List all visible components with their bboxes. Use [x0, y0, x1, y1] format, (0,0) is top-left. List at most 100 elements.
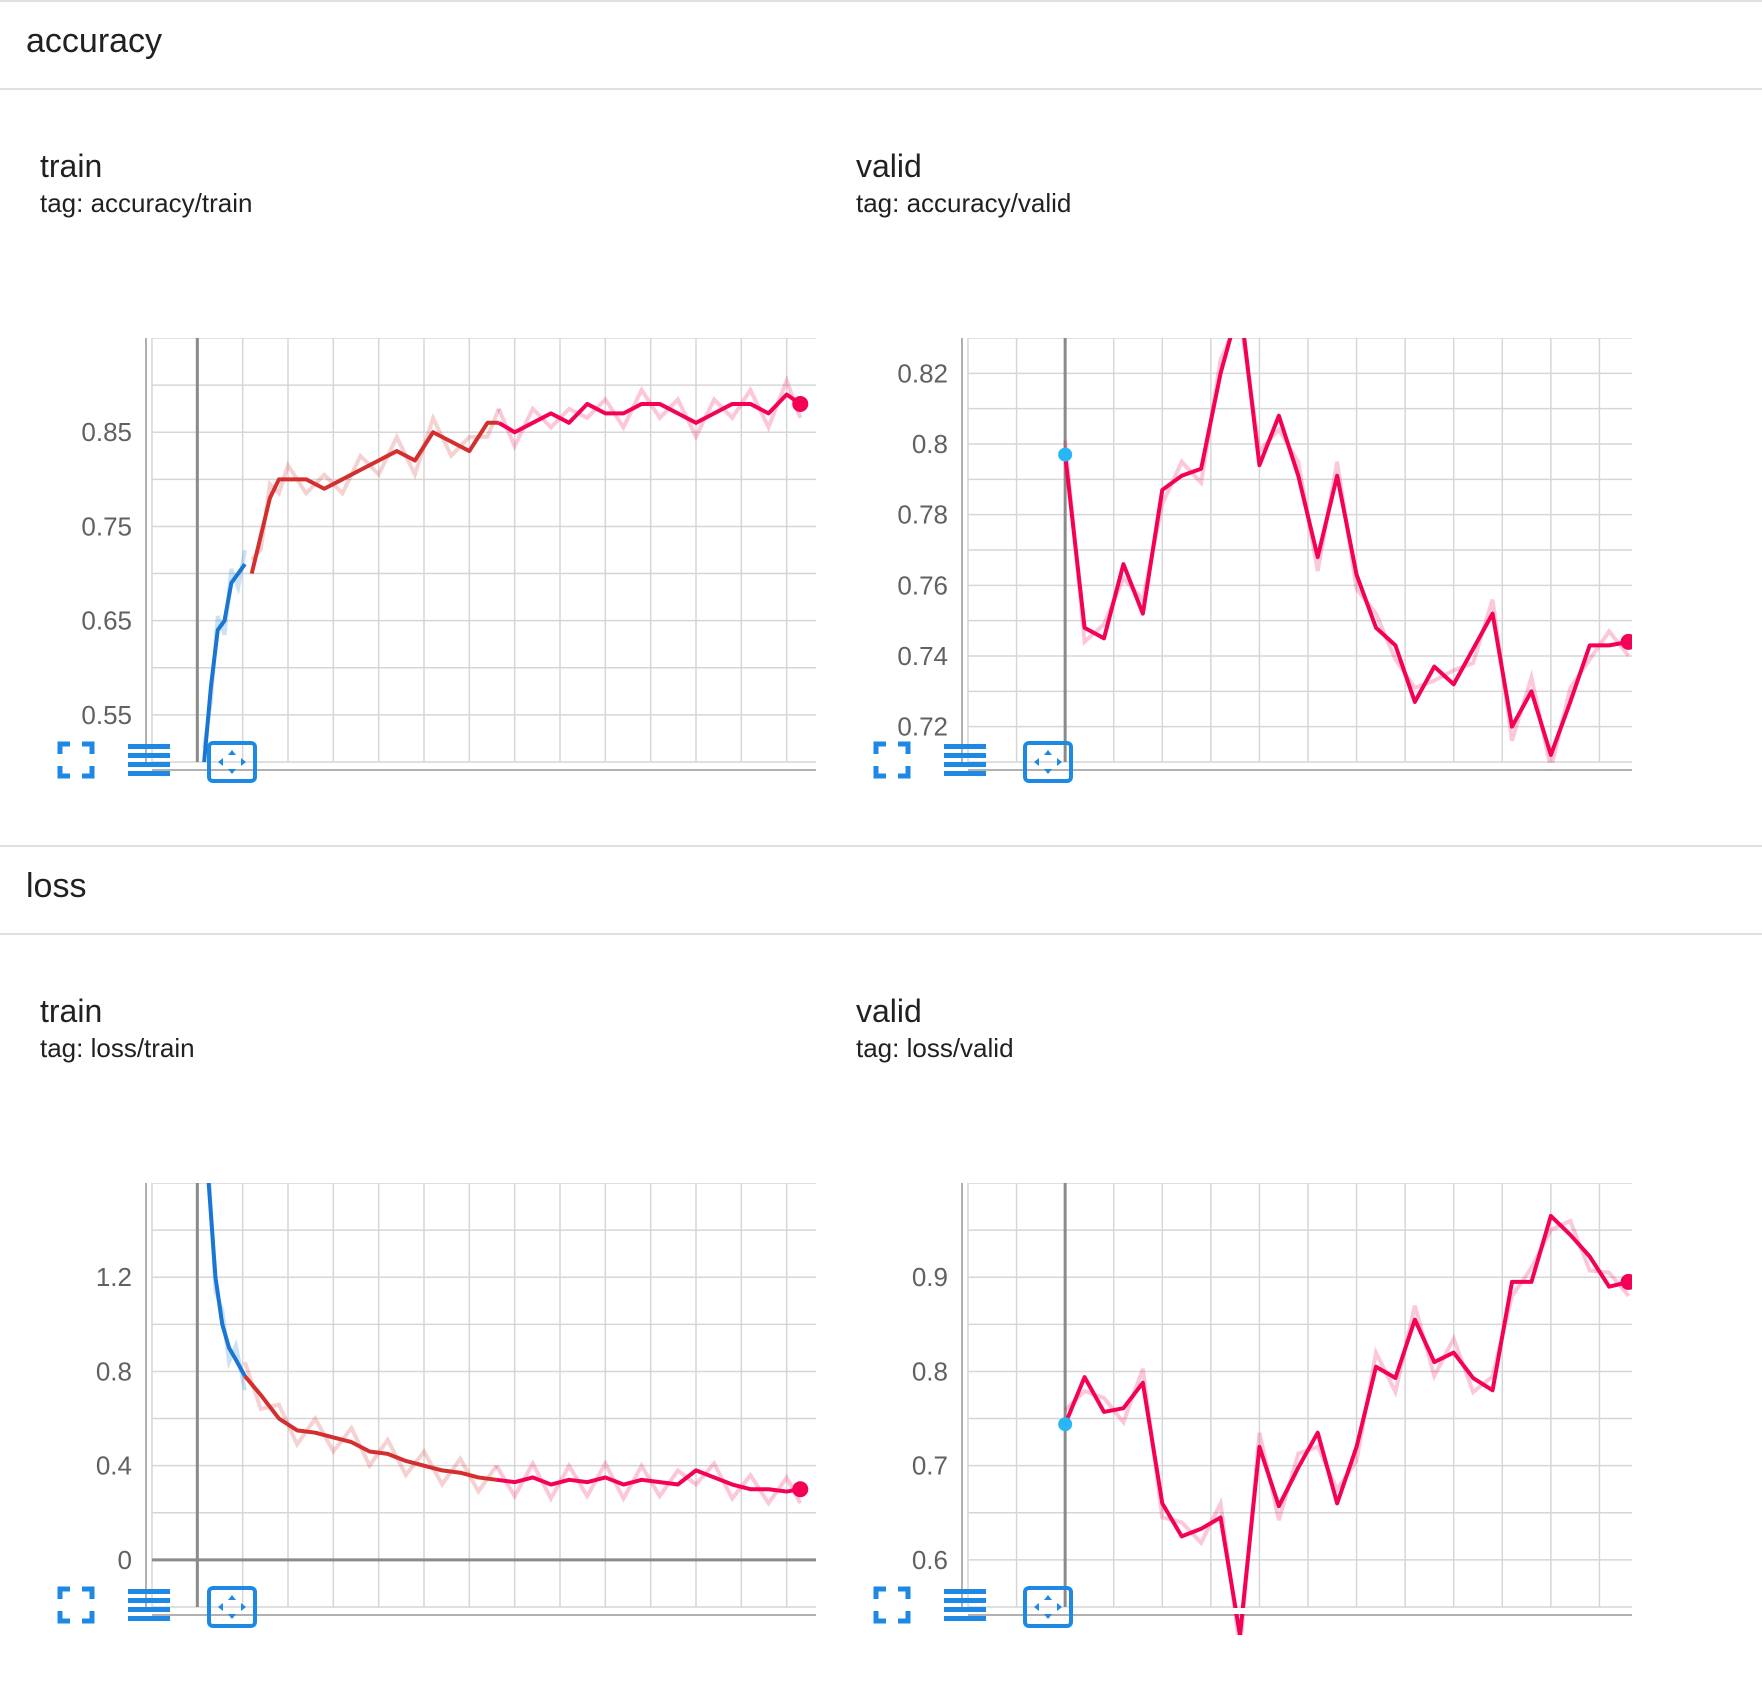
y-tick-label: 0.4 [96, 1451, 132, 1481]
x-tick-label: 25 [1536, 1631, 1565, 1635]
data-table-icon [942, 1585, 998, 1625]
plot-bottom-mask [816, 1608, 1632, 1614]
fullscreen-icon [872, 740, 928, 780]
y-tick-label: 0.9 [912, 1262, 948, 1292]
plot-top-mask [816, 1075, 1632, 1183]
y-tick-label: 0.7 [912, 1451, 948, 1481]
x-tick-label: 0 [1058, 1631, 1072, 1635]
x-tick-label: 40 [274, 786, 303, 790]
fit-domain-button[interactable] [206, 1585, 262, 1635]
y-tick-label: 0.65 [81, 606, 132, 636]
series-raw-line [202, 549, 247, 749]
grid [967, 1182, 1632, 1608]
loss-section: loss train tag: loss/train 0 40 80 120 160 20… [0, 845, 1762, 1694]
x-tick-label: 20 [1439, 1631, 1468, 1635]
y-tick-label: 1.2 [96, 1262, 132, 1292]
x-tick-label: 0 [190, 1631, 204, 1635]
x-tick-label: 240 [720, 1631, 763, 1635]
chart-card-accuracy-train: train tag: accuracy/train 0 40 80 120 160 200… [0, 100, 816, 800]
x-tick-label: 200 [629, 1631, 672, 1635]
chart-plot[interactable]: 0 40 80 120 160 200 240 0 0.4 0.8 1.2 [0, 1075, 816, 1635]
x-tick-label: 80 [364, 1631, 393, 1635]
x-tick-label: 20 [1439, 786, 1468, 790]
fit-domain-icon [1022, 1585, 1078, 1629]
fit-domain-button[interactable] [1022, 740, 1078, 790]
plot-top-mask [0, 230, 816, 338]
chart-plot[interactable]: 0 40 80 120 160 200 240 0.55 0.65 0.75 0.85 [0, 230, 816, 790]
chart-card-loss-valid: valid tag: loss/valid 0 5 10 15 20 25 0.6 0.7 0.… [816, 945, 1632, 1645]
section-title: accuracy [26, 22, 163, 60]
section-header[interactable]: loss [0, 845, 1762, 935]
fullscreen-icon [872, 1585, 928, 1625]
chart-title: valid [856, 148, 922, 184]
section-title: loss [26, 867, 87, 905]
y-tick-label: 0.8 [96, 1356, 132, 1386]
accuracy-section: accuracy train tag: accuracy/train 0 40 80… [0, 0, 1762, 845]
chart-tag: tag: accuracy/train [40, 188, 253, 218]
fullscreen-button[interactable] [56, 1585, 112, 1635]
y-tick-label: 0.74 [897, 641, 948, 671]
series-line [496, 1468, 801, 1494]
chart-plot[interactable]: 0 5 10 15 20 25 0.6 0.7 0.8 0.9 [816, 1075, 1632, 1635]
data-table-button[interactable] [126, 1585, 182, 1635]
x-tick-label: 40 [274, 1631, 303, 1635]
fit-domain-icon [206, 740, 262, 784]
y-tick-label: 0.85 [81, 417, 132, 447]
fullscreen-button[interactable] [872, 740, 928, 790]
chart-card-loss-train: train tag: loss/train 040801201602002400… [0, 945, 816, 1645]
x-tick-label: 5 [1155, 1631, 1169, 1635]
x-tick-label: 160 [538, 786, 581, 790]
series-end-marker [1620, 1273, 1632, 1290]
series-line [206, 1182, 247, 1378]
fit-domain-icon [1022, 740, 1078, 784]
x-tick-label: 120 [448, 786, 491, 790]
series-line [497, 392, 802, 435]
data-table-button[interactable] [942, 1585, 998, 1635]
x-tick-label: 5 [1155, 786, 1169, 790]
y-tick-label: 0.76 [897, 570, 948, 600]
chart-title: train [40, 148, 103, 184]
x-tick-label: 0 [190, 786, 204, 790]
grid [151, 1182, 816, 1608]
fit-domain-icon [206, 1585, 262, 1629]
plot-bottom-mask [816, 763, 1632, 769]
x-tick-label: 10 [1245, 786, 1274, 790]
plot-top-mask [816, 230, 1632, 338]
chart-title: valid [856, 993, 922, 1029]
data-table-icon [126, 740, 182, 780]
x-tick-label: 240 [720, 786, 763, 790]
plot-bottom-mask [0, 763, 816, 769]
series-raw-line [250, 408, 501, 561]
fullscreen-button[interactable] [56, 740, 112, 790]
y-tick-label: 0.8 [912, 429, 948, 459]
series-end-marker [792, 395, 809, 412]
series-raw-line [496, 374, 803, 452]
x-tick-label: 200 [629, 786, 672, 790]
chart-tag: tag: loss/valid [856, 1033, 1014, 1063]
chart-plot[interactable]: 0 5 10 15 20 25 0.72 0.74 0.76 0.78 0.8 0.82 [816, 230, 1632, 790]
y-tick-label: 0.78 [897, 500, 948, 530]
fullscreen-button[interactable] [872, 1585, 928, 1635]
x-tick-label: 15 [1342, 786, 1371, 790]
y-tick-label: 0.82 [897, 358, 948, 388]
data-table-icon [942, 740, 998, 780]
series-raw-line [1063, 309, 1631, 770]
y-tick-label: 0.75 [81, 511, 132, 541]
y-tick-label: 0.8 [912, 1356, 948, 1386]
section-header[interactable]: accuracy [0, 0, 1762, 90]
series-end-marker [792, 1481, 809, 1498]
plot-top-mask [0, 1075, 816, 1183]
x-tick-label: 120 [448, 1631, 491, 1635]
y-tick-label: 0 [118, 1545, 132, 1575]
chart-card-accuracy-valid: valid tag: accuracy/valid 0 5 10 15 20 25 0.72… [816, 100, 1632, 800]
series-line [249, 420, 499, 575]
y-tick-label: 0.6 [912, 1545, 948, 1575]
y-tick-label: 0.55 [81, 700, 132, 730]
chart-title: train [40, 993, 103, 1029]
data-table-button[interactable] [942, 740, 998, 790]
data-table-icon [126, 1585, 182, 1625]
fit-domain-button[interactable] [1022, 1585, 1078, 1635]
fit-domain-button[interactable] [206, 740, 262, 790]
data-table-button[interactable] [126, 740, 182, 790]
series-start-marker [1058, 447, 1073, 462]
